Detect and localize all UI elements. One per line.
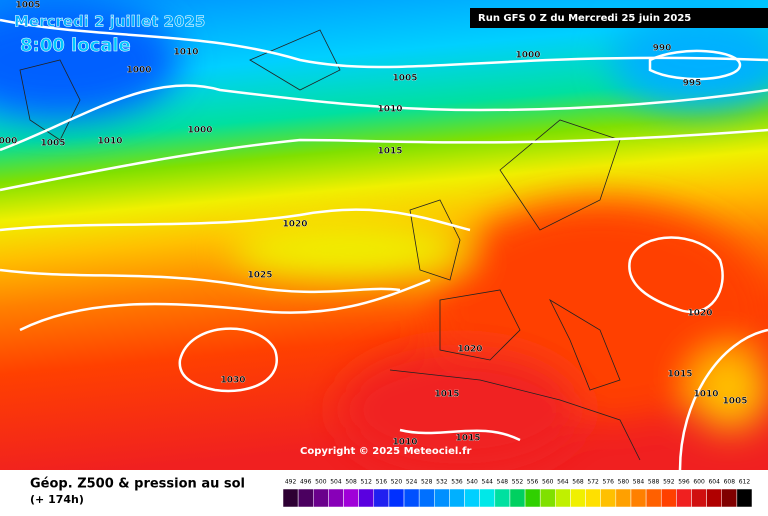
isobar-label: 1015 [434,390,459,400]
forecast-time: 8:00 locale [20,35,131,56]
isobar-label: 995 [683,79,702,89]
legend-label: 580 [618,479,630,486]
legend-label: 592 [663,479,675,486]
legend-swatch [343,488,359,508]
legend-label: 536 [451,479,463,486]
legend-label: 520 [391,479,403,486]
legend-swatch [736,488,753,508]
legend-swatch [630,488,647,508]
legend-swatch [297,488,314,508]
isobar-label: 1005 [392,74,417,84]
legend-label: 604 [708,479,720,486]
legend-swatch [706,488,722,508]
legend-label: 612 [739,479,751,486]
isobar-label: 1025 [247,271,272,281]
isobar-label: 1005 [722,397,747,407]
isobar-label: 1015 [667,370,692,380]
run-banner [470,8,768,28]
isobar-label: 1000 [187,126,212,136]
legend-swatch [403,488,420,508]
isobar-label: 1010 [377,105,402,115]
legend-swatch [570,488,586,508]
isobar-label: 1000 [515,51,540,61]
legend-label: 516 [376,479,388,486]
legend-swatch [328,488,344,508]
legend-swatch [479,488,496,508]
legend-swatch [600,488,617,508]
legend-label: 540 [466,479,478,486]
forecast-date: Mercredi 2 juillet 2025 [14,13,205,31]
isobar-label: 000 [0,137,17,147]
run-info: Run GFS 0 Z du Mercredi 25 juin 2025 [478,13,691,24]
legend-swatch [358,488,375,508]
isobar-label: 1010 [693,390,718,400]
legend-swatch [585,488,601,508]
field [0,0,768,470]
legend-label: 564 [557,479,569,486]
legend-swatch [660,488,677,508]
legend-swatch [691,488,707,508]
isobar-label: 1020 [687,309,712,319]
legend-label: 576 [603,479,615,486]
copyright: Copyright © 2025 Meteociel.fr [300,446,471,457]
legend-swatch [539,488,556,508]
legend-label: 572 [587,479,599,486]
legend-swatch [721,488,738,508]
legend-label: 584 [633,479,645,486]
isobar-label: 1010 [173,48,198,58]
legend-swatch [313,488,329,508]
legend-swatch [418,488,435,508]
isobar-label: 1015 [377,147,402,157]
legend-swatch [434,488,450,508]
legend-label: 568 [572,479,584,486]
legend-label: 508 [345,479,357,486]
legend-swatch [388,488,405,508]
legend-label: 492 [285,479,297,486]
legend-label: 512 [360,479,372,486]
isobar-label: 1020 [282,220,307,230]
legend-label: 500 [315,479,327,486]
legend-label: 532 [436,479,448,486]
legend-label: 600 [693,479,705,486]
legend-swatch [494,488,511,508]
legend-swatch [464,488,480,508]
legend-label: 596 [678,479,690,486]
legend-label: 552 [512,479,524,486]
legend-label: 608 [724,479,736,486]
legend-swatch [555,488,571,508]
legend-label: 560 [542,479,554,486]
isobar-label: 1030 [220,376,245,386]
legend-label: 528 [421,479,433,486]
isobars [0,18,768,471]
legend-label: 556 [527,479,539,486]
isobar-label: 1005 [15,1,40,11]
legend-swatch [373,488,390,508]
isobar-label: 1020 [457,345,482,355]
footer-lead: (+ 174h) [30,493,84,506]
legend-swatch [676,488,692,508]
legend-swatch [509,488,526,508]
footer-title: Géop. Z500 & pression au sol [30,477,245,492]
legend-swatch [615,488,632,508]
legend-swatch [645,488,662,508]
legend-label: 504 [330,479,342,486]
isobar-label: 1005 [40,139,65,149]
legend-label: 524 [406,479,418,486]
legend-swatch [524,488,541,508]
isobar-label: 990 [653,44,672,54]
isobar-label: 1000 [126,66,151,76]
legend-label: 588 [648,479,660,486]
legend-label: 496 [300,479,312,486]
isobar-label: 1010 [392,438,417,448]
legend-swatch [449,488,465,508]
legend-swatch [282,488,299,508]
legend-label: 548 [497,479,509,486]
legend-label: 544 [482,479,494,486]
isobar-label: 1015 [455,434,480,444]
isobar-label: 1010 [97,137,122,147]
